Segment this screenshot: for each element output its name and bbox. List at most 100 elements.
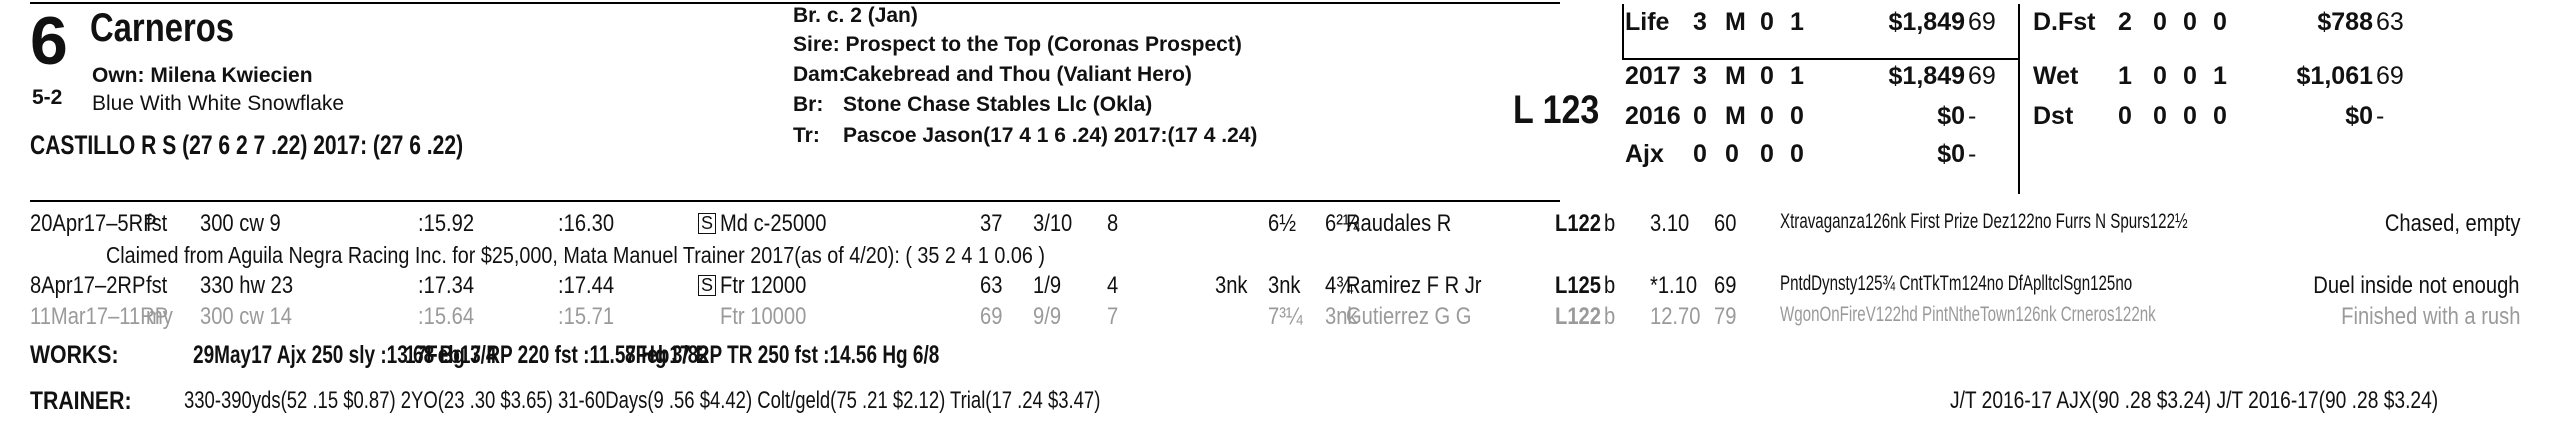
race-0-med: b (1604, 210, 1616, 237)
stat-left-sh-1: 1 (1790, 62, 1804, 90)
stat-left-p-0: 0 (1760, 8, 1774, 36)
owner: Own: Milena Kwiecien (92, 64, 313, 87)
stat-left-label-2: 2016 (1625, 102, 1681, 130)
breeding-breeder-label: Br: (793, 93, 824, 116)
breeding-dam: Cakebread and Thou (Valiant Hero) (843, 63, 1192, 86)
stat-left-s-1: 3 (1693, 62, 1707, 90)
race-2-f2: :15.71 (558, 303, 615, 330)
race-0-comment: Chased, empty (2384, 210, 2520, 237)
race-1-st: 4 (1107, 272, 1119, 299)
race-1-f2: :17.44 (558, 272, 615, 299)
stat-left-p-2: 0 (1760, 102, 1774, 130)
race-1-cond: fst (146, 272, 168, 299)
race-2-comp: WgonOnFireV122hd PintNtheTown126nk Crner… (1780, 303, 2156, 326)
top-rule (30, 2, 1560, 4)
claimed-note: Claimed from Aguila Negra Racing Inc. fo… (106, 242, 1045, 268)
stat-left-p-1: 0 (1760, 62, 1774, 90)
trainer-label: TRAINER: (30, 387, 132, 415)
stat-left-earn-1: $1,849 (1888, 62, 1965, 90)
race-1-f1: :17.34 (418, 272, 475, 299)
breeding-br: Br. c. 2 (Jan) (793, 4, 918, 27)
weight-label: L 123 (1513, 88, 1600, 132)
stats-divider (2018, 4, 2020, 194)
race-1-dist: 330 hw 23 (200, 272, 294, 299)
stat-left-earn-2: $0 (1937, 102, 1965, 130)
race-2-pp: 9/9 (1033, 303, 1062, 330)
stat-left-p-3: 0 (1760, 140, 1774, 168)
stat-right-p-2: 0 (2183, 102, 2197, 130)
race-2-f1: :15.64 (418, 303, 475, 330)
stat-left-w-1: M (1725, 62, 1746, 90)
stat-right-sh-2: 0 (2213, 102, 2227, 130)
stat-right-s-1: 1 (2118, 62, 2132, 90)
race-1-fig: 69 (1714, 272, 1737, 299)
header-rule (30, 200, 1560, 202)
stat-left-s-0: 3 (1693, 8, 1707, 36)
race-1-comment: Duel inside not enough (2313, 272, 2520, 299)
stat-left-s-2: 0 (1693, 102, 1707, 130)
breeding-trainer: Pascoe Jason(17 4 1 6 .24) 2017:(17 4 .2… (843, 124, 1258, 147)
race-2-wt: L122 (1555, 303, 1601, 330)
stat-left-s-3: 0 (1693, 140, 1707, 168)
jt-stats: J/T 2016-17 AJX(90 .28 $3.24) J/T 2016-1… (1950, 387, 2439, 414)
stat-right-p-1: 0 (2183, 62, 2197, 90)
race-2-fig: 79 (1714, 303, 1737, 330)
race-1-state-bred-box: S (698, 275, 717, 296)
odds: 5-2 (32, 86, 63, 109)
race-1-pp: 1/9 (1033, 272, 1062, 299)
race-0-st: 8 (1107, 210, 1119, 237)
stat-right-sh-0: 0 (2213, 8, 2227, 36)
race-2-fin: 3nk (1325, 303, 1358, 330)
stat-right-earn-1: $1,061 (2296, 62, 2373, 90)
race-0-speed: 37 (980, 210, 1003, 237)
race-0-date: 20Apr17–5RP (30, 210, 157, 237)
race-2-jockey: Gutierrez G G (1346, 303, 1472, 330)
race-0-c2: 6½ (1268, 210, 1297, 237)
work-item-3: 8Feb17 RP TR 250 fst :14.56 Hg 6/8 (625, 341, 940, 369)
race-0-f2: :16.30 (558, 210, 615, 237)
work-item-1: 29May17 Ajx 250 sly :13.68 Bg 3/4 (193, 341, 497, 369)
stat-left-earn-3: $0 (1937, 140, 1965, 168)
silks: Blue With White Snowflake (92, 92, 345, 115)
race-1-speed: 63 (980, 272, 1003, 299)
race-0-fig: 60 (1714, 210, 1737, 237)
race-0-wt: L122 (1555, 210, 1601, 237)
race-0-comp: Xtravaganza126nk First Prize Dez122no Fu… (1780, 210, 2188, 233)
race-1-jockey: Ramirez F R Jr (1346, 272, 1482, 299)
race-0-cond: fst (146, 210, 168, 237)
stat-left-fig-3: - (1968, 140, 1977, 168)
stat-left-w-3: 0 (1725, 140, 1739, 168)
race-2-date: 11Mar17–11RP (30, 303, 169, 330)
stat-right-fig-2: - (2376, 102, 2385, 130)
race-2-med: b (1604, 303, 1616, 330)
stat-right-fig-1: 69 (2376, 62, 2404, 90)
stat-right-label-2: Dst (2033, 102, 2074, 130)
race-0-dist: 300 cw 9 (200, 210, 281, 237)
stat-left-sh-2: 0 (1790, 102, 1804, 130)
race-2-cond: my (146, 303, 173, 330)
race-2-comment: Finished with a rush (2340, 303, 2520, 330)
race-1-odds: *1.10 (1650, 272, 1698, 299)
post-position: 6 (30, 3, 68, 79)
race-2-race-type: Ftr 10000 (720, 303, 807, 330)
stat-right-fig-0: 63 (2376, 8, 2404, 36)
race-1-c1: 3nk (1215, 272, 1248, 299)
race-1-wt: L125 (1555, 272, 1601, 299)
breeding-dam-label: Dam: (793, 63, 846, 86)
stat-right-s-2: 0 (2118, 102, 2132, 130)
stat-left-fig-2: - (1968, 102, 1977, 130)
stat-right-w-2: 0 (2153, 102, 2167, 130)
race-0-state-bred-box: S (698, 213, 717, 234)
race-1-c2: 3nk (1268, 272, 1301, 299)
race-0-jockey: Raudales R (1346, 210, 1452, 237)
stat-right-label-0: D.Fst (2033, 8, 2096, 36)
stat-right-earn-0: $788 (2317, 8, 2373, 36)
stat-left-label-3: Ajx (1625, 140, 1664, 168)
work-item-2: 17Feb17 RP 220 fst :11.57 Hg 3/82 (405, 341, 709, 369)
stat-left-label-0: Life (1625, 8, 1670, 36)
race-1-med: b (1604, 272, 1616, 299)
stat-left-sh-0: 1 (1790, 8, 1804, 36)
stats-left-box (1622, 4, 2020, 60)
breeding-breeder: Stone Chase Stables Llc (Okla) (843, 93, 1153, 116)
trainer-stats-text: 330-390yds(52 .15 $0.87) 2YO(23 .30 $3.6… (184, 387, 1101, 414)
